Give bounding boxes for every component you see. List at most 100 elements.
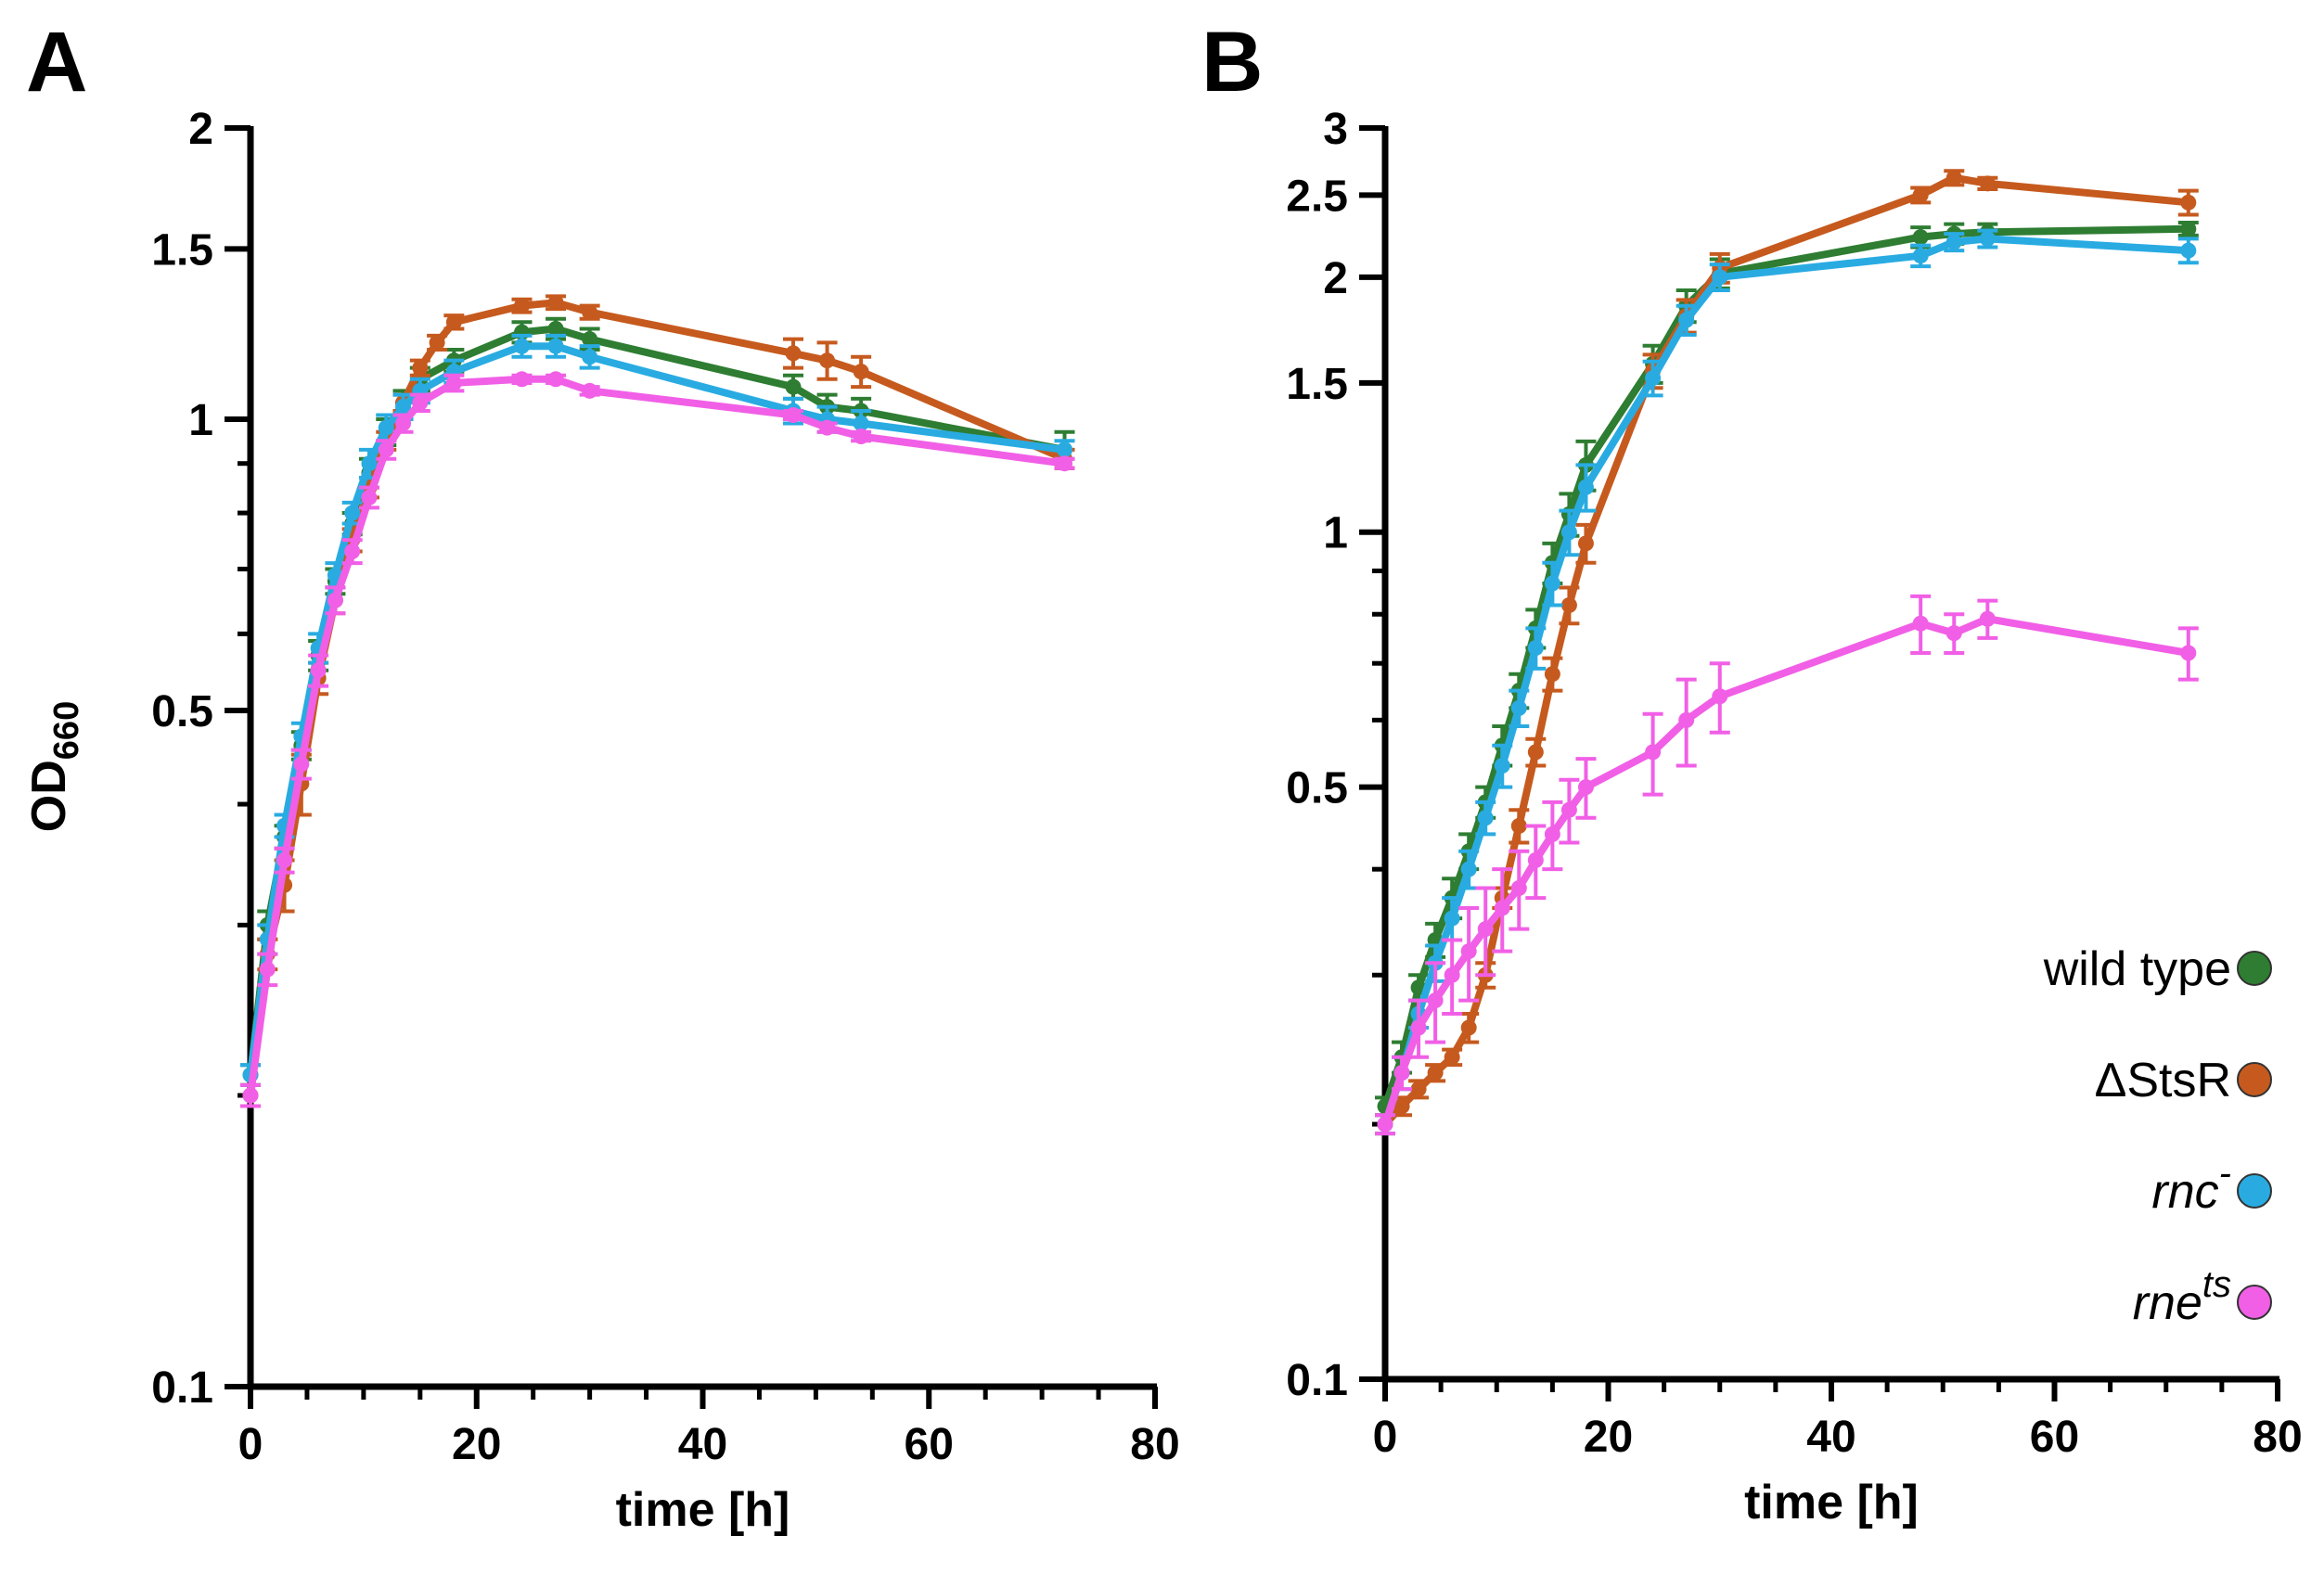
- axes: 0 20 40 60 80 0.1 0.5 1 1.5 2 time [h] OD660: [22, 105, 1180, 1537]
- data-point: [547, 294, 564, 311]
- data-point: [1678, 711, 1695, 728]
- data-point: [1527, 744, 1544, 761]
- data-point: [1577, 535, 1594, 552]
- data-point: [785, 345, 802, 362]
- data-point: [1560, 596, 1577, 613]
- data-point: [344, 544, 361, 560]
- data-point: [819, 419, 836, 436]
- x-tick-label: 20: [1584, 1413, 1633, 1462]
- series-line: [247, 299, 1067, 1096]
- legend-label: wild type: [2043, 942, 2231, 996]
- legend-label: ΔStsR: [2095, 1054, 2231, 1107]
- data-point: [514, 371, 530, 388]
- y-tick-label: 2.5: [1286, 172, 1348, 221]
- data-point: [1460, 861, 1477, 877]
- data-point: [1527, 640, 1544, 657]
- data-point: [547, 371, 564, 388]
- legend-entry: wild type: [2043, 942, 2272, 996]
- x-tick-label: 40: [678, 1420, 727, 1469]
- data-point: [1945, 625, 1962, 642]
- data-point: [1560, 524, 1577, 541]
- axes: 0 20 40 60 80 0.1 0.5 1 1.5 2 2.5 3 time [h]: [1286, 105, 2302, 1529]
- data-point: [1645, 370, 1662, 387]
- data-point: [1912, 615, 1929, 632]
- data-point: [1494, 758, 1510, 774]
- data-point: [1444, 910, 1460, 927]
- data-point: [378, 419, 394, 436]
- data-point: [361, 455, 378, 472]
- data-point: [514, 298, 530, 314]
- data-point: [2180, 645, 2197, 661]
- data-point: [1444, 966, 1460, 983]
- data-point: [1393, 1065, 1410, 1081]
- y-tick-label: 1.5: [1286, 360, 1348, 409]
- y-tick-label: 0.1: [1286, 1356, 1348, 1405]
- data-point: [1410, 1019, 1427, 1036]
- data-point: [361, 489, 378, 505]
- data-point: [1577, 479, 1594, 495]
- panel-label-a: A: [26, 15, 87, 109]
- legend-entry: rnc-: [2151, 1153, 2272, 1219]
- data-point: [582, 304, 598, 321]
- data-point: [1494, 900, 1510, 916]
- x-tick-label: 80: [2253, 1413, 2302, 1462]
- legend-label: rnets: [2133, 1264, 2231, 1330]
- data-point: [819, 352, 836, 369]
- data-point: [1477, 921, 1494, 938]
- data-point: [1979, 175, 1996, 192]
- x-tick-label: 20: [452, 1420, 501, 1469]
- data-point: [293, 756, 310, 773]
- data-point: [445, 375, 462, 391]
- data-point: [412, 360, 429, 377]
- data-point: [1460, 1019, 1477, 1036]
- legend-marker: [2237, 1062, 2272, 1097]
- y-axis-title: OD660: [22, 701, 86, 832]
- legend-entry: ΔStsR: [2095, 1054, 2272, 1107]
- y-tick-label: 1: [188, 396, 213, 445]
- data-point: [1912, 186, 1929, 203]
- legend-label: rnc-: [2151, 1153, 2231, 1219]
- y-tick-label: 1.5: [151, 225, 213, 275]
- series-rne-ts: [1375, 594, 2199, 1136]
- data-point: [1427, 1065, 1444, 1081]
- data-point: [853, 364, 869, 380]
- data-point: [582, 382, 598, 399]
- data-point: [378, 441, 394, 458]
- data-point: [1527, 851, 1544, 868]
- data-point: [547, 321, 564, 338]
- data-point: [785, 378, 802, 395]
- data-point: [2180, 242, 2197, 259]
- data-point: [853, 416, 869, 432]
- data-point: [1477, 810, 1494, 826]
- data-point: [1560, 801, 1577, 818]
- x-tick-label: 0: [1373, 1413, 1398, 1462]
- data-point: [514, 338, 530, 354]
- data-point: [1427, 992, 1444, 1009]
- data-point: [412, 394, 429, 411]
- data-point: [547, 338, 564, 354]
- x-tick-label: 80: [1130, 1420, 1179, 1469]
- data-point: [242, 1087, 259, 1104]
- y-tick-label: 1: [1323, 509, 1348, 558]
- data-point: [1645, 744, 1662, 761]
- data-point: [429, 334, 445, 351]
- data-point: [1712, 688, 1728, 705]
- series-line: [247, 325, 1066, 1076]
- x-tick-label: 40: [1806, 1413, 1855, 1462]
- data-point: [276, 852, 293, 869]
- data-point: [2180, 221, 2197, 237]
- data-point: [1544, 575, 1560, 592]
- legend-marker: [2237, 1173, 2272, 1209]
- data-point: [344, 505, 361, 521]
- data-point: [1057, 441, 1072, 458]
- series-rnc-: [1375, 228, 2199, 1136]
- data-point: [1377, 1116, 1393, 1133]
- x-tick-label: 60: [905, 1420, 954, 1469]
- y-tick-label: 2: [1323, 254, 1348, 303]
- data-point: [1057, 455, 1072, 472]
- data-point: [582, 349, 598, 365]
- data-point: [2180, 194, 2197, 211]
- x-axis-title: time [h]: [616, 1483, 790, 1537]
- data-point: [1444, 1049, 1460, 1066]
